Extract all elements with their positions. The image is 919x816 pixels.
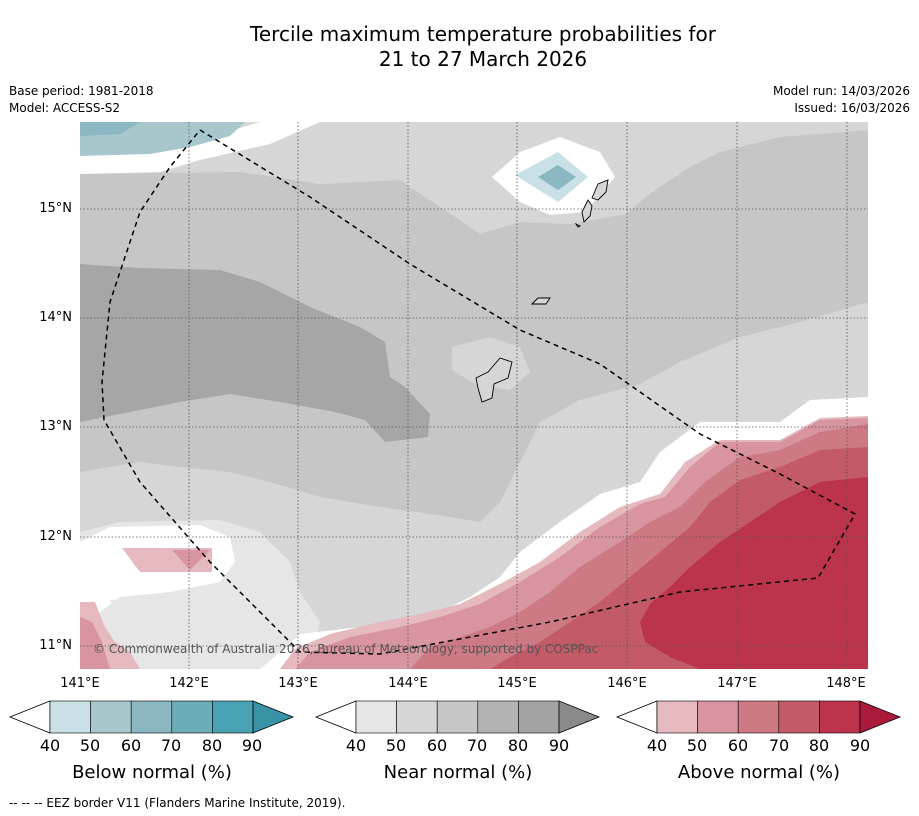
lon-label-143: 143°E <box>278 676 318 691</box>
cbar-below-low-arrow <box>8 700 51 734</box>
map-title: Tercile maximum temperature probabilitie… <box>0 22 919 72</box>
cbar-near-tick-90: 90 <box>548 736 570 755</box>
cbar-below-bin-2 <box>90 700 132 734</box>
cbar-near-bin-2 <box>396 700 438 734</box>
region-near-70 <box>80 130 868 522</box>
cbar-near-high-arrow <box>558 700 601 734</box>
cbar-below-bin-1 <box>49 700 91 734</box>
lon-label-145: 145°E <box>497 676 537 691</box>
issued-date: Issued: 16/03/2026 <box>794 101 910 115</box>
region-below-60-north <box>538 165 576 190</box>
lon-label-146: 146°E <box>607 676 647 691</box>
region-near-60-patch-a <box>452 337 530 390</box>
lat-label-15: 15°N <box>39 201 72 216</box>
island-saipan <box>591 179 609 201</box>
cbar-below-tick-40: 40 <box>39 736 61 755</box>
cbar-above-bin-1 <box>656 700 698 734</box>
graticule <box>80 122 868 669</box>
cbar-near-low-arrow <box>314 700 357 734</box>
colorbars <box>8 700 902 734</box>
cbar-above-tick-40: 40 <box>646 736 668 755</box>
lat-label-11: 11°N <box>39 638 72 653</box>
region-above-60-lowleft-corner <box>80 617 110 669</box>
region-above-60-lowleft <box>172 550 210 570</box>
cbar-below-bin-3 <box>130 700 173 734</box>
lon-label-147: 147°E <box>717 676 757 691</box>
colorbar-below <box>8 700 295 734</box>
island-tinian <box>581 199 593 223</box>
cbar-below-title: Below normal (%) <box>72 762 232 783</box>
cbar-below-bin-5 <box>212 700 254 734</box>
region-near-80 <box>80 264 430 442</box>
island-rota <box>530 297 551 305</box>
cbar-below-bin-4 <box>171 700 213 734</box>
lat-label-14: 14°N <box>39 310 72 325</box>
island-guam <box>475 357 513 403</box>
islands <box>475 179 609 403</box>
colorbar-near <box>314 700 601 734</box>
cbar-above-tick-80: 80 <box>808 736 830 755</box>
meta-left: Base period: 1981-2018 Model: ACCESS-S2 <box>9 83 154 117</box>
eez-footnote: -- -- -- EEZ border V11 (Flanders Marine… <box>9 796 346 810</box>
base-period: Base period: 1981-2018 <box>9 84 154 98</box>
title-line-2: 21 to 27 March 2026 <box>378 47 588 71</box>
lon-label-142: 142°E <box>169 676 209 691</box>
cbar-below-tick-80: 80 <box>201 736 223 755</box>
lon-label-148: 148°E <box>826 676 866 691</box>
model-name: Model: ACCESS-S2 <box>9 101 121 115</box>
cbar-near-bin-5 <box>518 700 560 734</box>
cbar-near-tick-50: 50 <box>385 736 407 755</box>
region-above-90 <box>640 477 868 669</box>
map <box>80 122 868 669</box>
cbar-near-bin-4 <box>477 700 519 734</box>
cbar-near-bin-1 <box>355 700 397 734</box>
cbar-above-tick-90: 90 <box>849 736 871 755</box>
cbar-above-tick-60: 60 <box>727 736 749 755</box>
title-line-1: Tercile maximum temperature probabilitie… <box>250 22 716 46</box>
cbar-near-tick-80: 80 <box>507 736 529 755</box>
cbar-near-bin-3 <box>436 700 479 734</box>
island-aguijan <box>574 222 582 228</box>
region-below-70-topleft <box>80 122 140 136</box>
region-near-50-inner <box>110 584 240 627</box>
cbar-above-bin-4 <box>778 700 820 734</box>
cbar-below-tick-60: 60 <box>120 736 142 755</box>
cbar-above-bin-5 <box>819 700 861 734</box>
lat-label-12: 12°N <box>39 529 72 544</box>
cbar-near-tick-70: 70 <box>466 736 488 755</box>
copyright-notice: © Commonwealth of Australia 2026, Bureau… <box>93 642 599 656</box>
cbar-above-title: Above normal (%) <box>677 762 841 783</box>
cbar-above-tick-70: 70 <box>768 736 790 755</box>
cbar-below-tick-50: 50 <box>79 736 101 755</box>
region-white-topleft <box>80 122 320 174</box>
eez-border <box>101 129 857 655</box>
cbar-below-tick-90: 90 <box>241 736 263 755</box>
cbar-below-tick-70: 70 <box>160 736 182 755</box>
cbar-near-tick-40: 40 <box>345 736 367 755</box>
model-run: Model run: 14/03/2026 <box>772 84 910 98</box>
cbar-above-bin-3 <box>737 700 780 734</box>
cbar-above-tick-50: 50 <box>686 736 708 755</box>
cbar-above-high-arrow <box>859 700 902 734</box>
lon-label-141: 141°E <box>60 676 100 691</box>
cbar-near-tick-60: 60 <box>426 736 448 755</box>
cbar-above-bin-2 <box>697 700 739 734</box>
cbar-above-low-arrow <box>615 700 658 734</box>
lat-label-13: 13°N <box>39 419 72 434</box>
colorbar-above <box>615 700 902 734</box>
lon-label-144: 144°E <box>388 676 428 691</box>
cbar-below-high-arrow <box>252 700 295 734</box>
meta-right: Model run: 14/03/2026 Issued: 16/03/2026 <box>773 83 910 117</box>
cbar-near-title: Near normal (%) <box>383 762 533 783</box>
